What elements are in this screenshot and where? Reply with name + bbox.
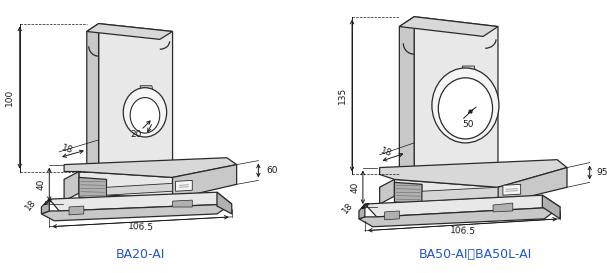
Text: 95: 95	[597, 168, 607, 177]
Polygon shape	[175, 180, 192, 191]
Polygon shape	[399, 17, 414, 184]
Polygon shape	[106, 183, 172, 195]
Polygon shape	[172, 165, 237, 199]
Text: BA50-AI、BA50L-AI: BA50-AI、BA50L-AI	[419, 248, 532, 261]
Polygon shape	[64, 158, 237, 177]
Polygon shape	[385, 211, 399, 220]
Polygon shape	[98, 23, 172, 174]
Polygon shape	[49, 192, 232, 211]
Text: 60: 60	[266, 166, 278, 175]
Polygon shape	[217, 192, 232, 214]
Text: 18: 18	[380, 147, 393, 159]
Polygon shape	[41, 199, 49, 214]
Text: 18: 18	[341, 201, 355, 215]
Polygon shape	[463, 76, 476, 83]
Polygon shape	[379, 160, 567, 187]
Polygon shape	[414, 17, 498, 184]
Ellipse shape	[123, 88, 167, 137]
Polygon shape	[140, 86, 154, 96]
Polygon shape	[379, 179, 395, 204]
Polygon shape	[359, 204, 365, 219]
Polygon shape	[140, 96, 154, 102]
Ellipse shape	[432, 68, 499, 143]
Text: 135: 135	[337, 87, 347, 104]
Text: 40: 40	[37, 179, 46, 190]
Text: 106.5: 106.5	[450, 227, 476, 237]
Text: BA20-AI: BA20-AI	[115, 248, 164, 261]
Text: 18: 18	[60, 144, 74, 156]
Polygon shape	[422, 187, 498, 201]
Polygon shape	[463, 66, 476, 76]
Polygon shape	[399, 17, 498, 36]
Text: 106.5: 106.5	[128, 222, 154, 232]
Text: 50: 50	[463, 120, 474, 129]
Text: 18: 18	[23, 198, 38, 212]
Text: 100: 100	[5, 89, 15, 106]
Polygon shape	[79, 177, 106, 199]
Ellipse shape	[130, 97, 160, 133]
Polygon shape	[395, 182, 422, 204]
Ellipse shape	[438, 78, 492, 139]
Polygon shape	[172, 200, 192, 207]
Polygon shape	[69, 206, 84, 215]
Polygon shape	[87, 23, 172, 39]
Polygon shape	[365, 195, 560, 217]
Polygon shape	[542, 195, 560, 219]
Text: 40: 40	[350, 182, 359, 193]
Polygon shape	[503, 184, 521, 195]
Polygon shape	[64, 171, 79, 201]
Polygon shape	[359, 207, 560, 227]
Polygon shape	[493, 203, 513, 212]
Polygon shape	[41, 204, 232, 221]
Polygon shape	[79, 171, 172, 199]
Text: 20: 20	[131, 129, 142, 138]
Polygon shape	[87, 23, 98, 176]
Polygon shape	[498, 168, 567, 204]
Polygon shape	[395, 179, 498, 204]
